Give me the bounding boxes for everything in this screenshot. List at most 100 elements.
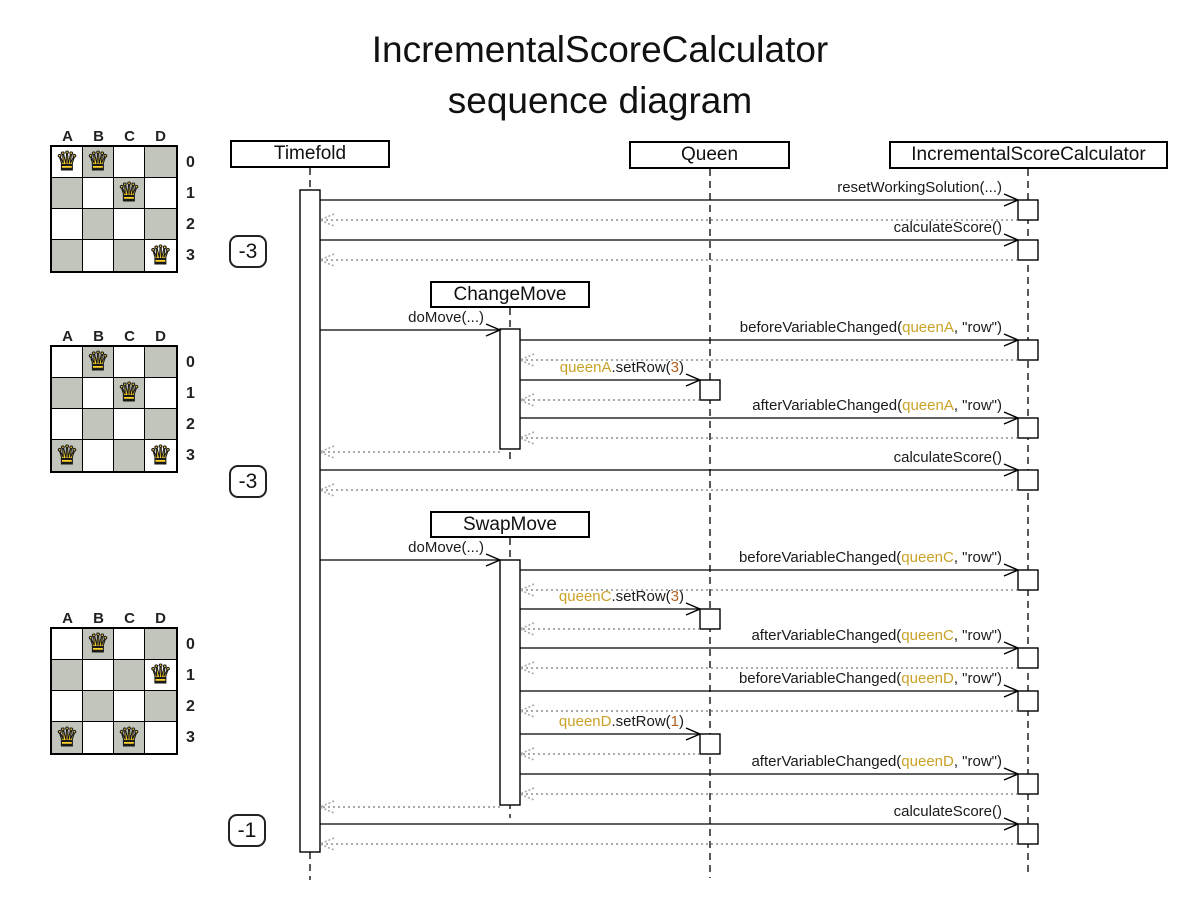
- participant-changemove: ChangeMove: [430, 281, 590, 308]
- message-label-part: queenA: [559, 359, 612, 376]
- board-cell: [83, 178, 114, 209]
- message-label-part: queenD: [901, 670, 954, 687]
- score-badge-label: -3: [238, 239, 258, 263]
- message-label-part: afterVariableChanged(: [751, 627, 902, 644]
- message-label: beforeVariableChanged(queenD, "row"): [520, 669, 1002, 689]
- message-label-part: doMove(...): [408, 309, 484, 326]
- message-label-part: ): [679, 713, 684, 730]
- participant-incrementalscorecalculator: IncrementalScoreCalculator: [889, 141, 1168, 169]
- message-label-part: calculateScore(): [893, 449, 1002, 466]
- activation-queen: [699, 379, 721, 401]
- message-label: queenC.setRow(3): [520, 587, 684, 607]
- board-row-label: 1: [186, 184, 195, 202]
- message-label-part: afterVariableChanged(: [751, 753, 902, 770]
- board-row-label: 1: [186, 384, 195, 402]
- board-cell: [114, 691, 145, 722]
- board-cell: ♛: [145, 440, 176, 471]
- participant-isc-label: IncrementalScoreCalculator: [911, 144, 1146, 165]
- board-cell: [114, 409, 145, 440]
- queen-piece-icon: ♛: [117, 377, 141, 407]
- board-cell: ♛: [145, 240, 176, 271]
- message-label-part: queenC: [558, 588, 612, 605]
- board-row-label: 0: [186, 153, 195, 171]
- board-row-label: 0: [186, 353, 195, 371]
- message-label-part: afterVariableChanged(: [752, 397, 903, 414]
- participant-swapmove: SwapMove: [430, 511, 590, 538]
- message-label: calculateScore(): [320, 448, 1002, 468]
- board-cell: [145, 629, 176, 660]
- score-badge: -1: [228, 814, 266, 847]
- title-line-1: IncrementalScoreCalculator: [371, 29, 829, 70]
- message-label-part: queenD: [901, 753, 954, 770]
- board-cell: [83, 660, 114, 691]
- message-label: doMove(...): [320, 538, 484, 558]
- board-cell: [114, 347, 145, 378]
- message-label-part: beforeVariableChanged(: [739, 319, 903, 336]
- message-label: calculateScore(): [320, 218, 1002, 238]
- return-arrowhead: [517, 353, 535, 367]
- board-cell: [83, 378, 114, 409]
- board-column-label: C: [124, 328, 135, 345]
- message-label-part: beforeVariableChanged(: [738, 549, 902, 566]
- board-cell: ♛: [52, 722, 83, 753]
- board-cell: ♛: [83, 629, 114, 660]
- board-cell: [145, 209, 176, 240]
- board-column-labels: A B C D: [52, 610, 176, 627]
- message-label: calculateScore(): [320, 802, 1002, 822]
- return-arrowhead: [517, 747, 535, 761]
- board-cell: [145, 178, 176, 209]
- score-badge: -3: [229, 235, 267, 268]
- message-label-part: queenD: [558, 713, 612, 730]
- board-cell: ♛: [52, 147, 83, 178]
- board-column-label: D: [155, 328, 166, 345]
- board-row-label: 0: [186, 635, 195, 653]
- return-arrowhead: [517, 661, 535, 675]
- board-cell: [83, 691, 114, 722]
- board-column-label: A: [62, 610, 73, 627]
- board-cell: [114, 209, 145, 240]
- title-line-2: sequence diagram: [447, 80, 753, 121]
- board-cell: [52, 178, 83, 209]
- message-label-part: resetWorkingSolution(...): [837, 179, 1002, 196]
- board-cell: [114, 147, 145, 178]
- activation-isc: [1017, 417, 1039, 439]
- return-arrowhead: [517, 622, 535, 636]
- activation-timefold: [299, 189, 321, 853]
- participant-timefold: Timefold: [230, 140, 390, 168]
- queen-piece-icon: ♛: [148, 239, 173, 270]
- board-row-label: 3: [186, 446, 195, 464]
- activation-isc: [1017, 239, 1039, 261]
- return-arrowhead: [317, 837, 335, 851]
- queen-piece-icon: ♛: [86, 628, 110, 658]
- message-label-part: ): [679, 588, 684, 605]
- queen-piece-icon: ♛: [86, 346, 110, 376]
- queen-piece-icon: ♛: [148, 439, 173, 470]
- board-column-label: A: [62, 128, 73, 145]
- board-cell: ♛: [52, 440, 83, 471]
- board-cell: [52, 660, 83, 691]
- board-column-label: B: [93, 328, 104, 345]
- return-arrowhead: [317, 253, 335, 267]
- message-label-part: calculateScore(): [893, 803, 1002, 820]
- message-label-part: queenC: [901, 549, 954, 566]
- message-label-part: , "row"): [953, 397, 1002, 414]
- message-arrowhead: [485, 553, 502, 567]
- board-row-label: 2: [186, 215, 195, 233]
- activation-isc: [1017, 773, 1039, 795]
- return-arrowhead: [317, 800, 335, 814]
- board-cell: ♛: [114, 378, 145, 409]
- message-label-part: .setRow(: [611, 588, 671, 605]
- message-label-part: 3: [670, 359, 679, 376]
- board-cell: [83, 722, 114, 753]
- page-title: IncrementalScoreCalculator sequence diag…: [0, 24, 1200, 126]
- board-grid: ♛ ♛ ♛ ♛: [50, 145, 178, 273]
- message-label-part: , "row"): [953, 627, 1002, 644]
- board-row-label: 2: [186, 697, 195, 715]
- board-row-label: 3: [186, 728, 195, 746]
- activation-isc: [1017, 469, 1039, 491]
- score-badge: -3: [229, 465, 267, 498]
- activation-isc: [1017, 647, 1039, 669]
- message-label-part: , "row"): [953, 670, 1002, 687]
- return-arrowhead: [517, 704, 535, 718]
